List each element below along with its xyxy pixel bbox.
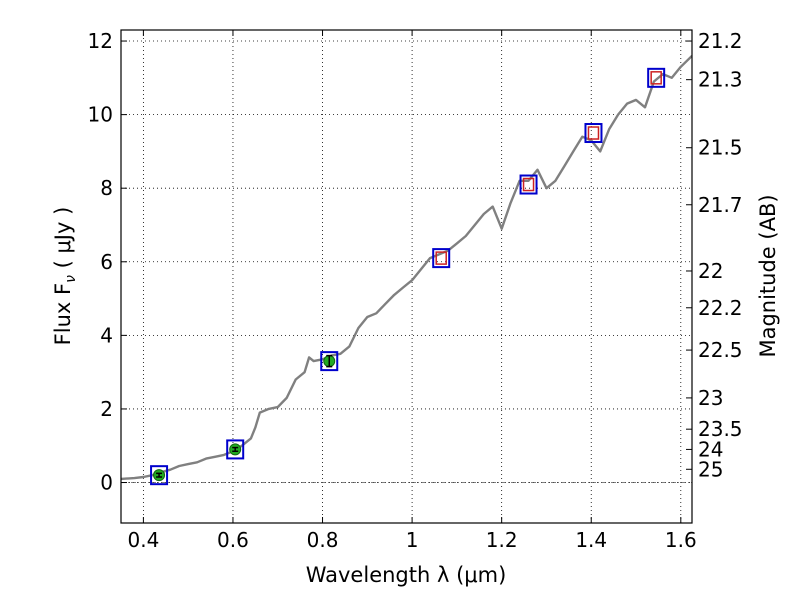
model-photometry-point xyxy=(519,174,538,195)
predicted-photometry-point xyxy=(435,251,447,265)
right-tick-label: 23.5 xyxy=(698,417,743,441)
y-tick-label: 10 xyxy=(88,103,113,127)
x-tick-label: 0.6 xyxy=(217,528,249,552)
right-tick-label: 21.2 xyxy=(698,29,743,53)
model-photometry-point xyxy=(150,465,169,486)
y-tick-label: 12 xyxy=(88,29,113,53)
y-tick-label: 4 xyxy=(100,323,113,347)
right-tick-label: 22.5 xyxy=(698,338,743,362)
right-tick-label: 21.7 xyxy=(698,193,743,217)
y-tick-label: 8 xyxy=(100,176,113,200)
right-tick-label: 21.3 xyxy=(698,68,743,92)
predicted-photometry-point xyxy=(587,126,600,140)
y-axis-label-main: Flux F xyxy=(51,283,75,345)
right-tick-label: 22 xyxy=(698,259,723,283)
x-tick-label: 0.8 xyxy=(307,528,339,552)
x-tick-label: 1 xyxy=(406,528,419,552)
x-axis-label: Wavelength λ (μm) xyxy=(306,563,507,587)
photometry-points xyxy=(150,67,666,486)
predicted-photometry-point xyxy=(650,71,662,85)
x-tick-label: 0.4 xyxy=(127,528,159,552)
model-photometry-point xyxy=(584,123,603,144)
x-tick-label: 1.2 xyxy=(486,528,518,552)
right-tick-label: 25 xyxy=(698,457,723,481)
y-axis-label-subscript: ν xyxy=(63,275,79,283)
model-photometry-point xyxy=(432,248,451,269)
right-tick-label: 24 xyxy=(698,437,723,461)
x-tick-label: 1.4 xyxy=(575,528,607,552)
predicted-photometry-point xyxy=(522,177,535,192)
y-tick-label: 6 xyxy=(100,250,113,274)
y-tick-label: 0 xyxy=(100,471,113,495)
model-photometry-point xyxy=(647,67,666,88)
model-photometry-point xyxy=(320,351,339,372)
right-axis-label: Magnitude (AB) xyxy=(756,194,780,357)
y-axis-label-units: ( μJy ) xyxy=(51,207,75,275)
y-tick-label: 2 xyxy=(100,397,113,421)
plot-background xyxy=(121,30,692,523)
right-tick-label: 21.5 xyxy=(698,136,743,160)
right-tick-label: 22.2 xyxy=(698,296,743,320)
plot-frame xyxy=(120,29,693,524)
x-tick-label: 1.6 xyxy=(665,528,697,552)
right-tick-label: 23 xyxy=(698,386,723,410)
model-photometry-point xyxy=(226,439,245,460)
y-axis-label: Flux Fν ( μJy ) xyxy=(51,207,79,346)
